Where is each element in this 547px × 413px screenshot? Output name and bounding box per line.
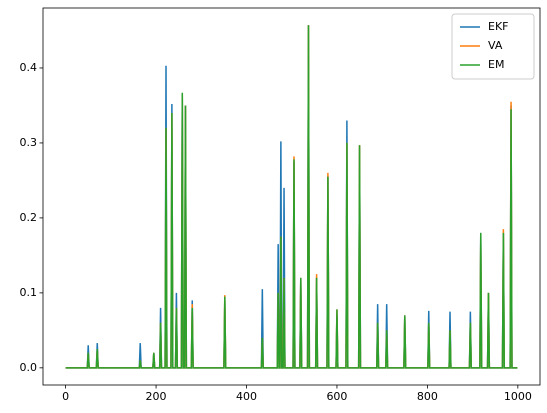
x-tick-label: 800	[417, 390, 438, 403]
series-line	[65, 25, 518, 369]
x-tick-label: 1000	[504, 390, 532, 403]
y-tick-label: 0.0	[20, 361, 38, 374]
y-tick-label: 0.3	[20, 136, 38, 149]
legend-label: EKF	[488, 20, 509, 33]
x-tick-label: 400	[236, 390, 257, 403]
x-tick-label: 0	[62, 390, 69, 403]
legend-label: VA	[488, 39, 503, 52]
y-tick-label: 0.2	[20, 211, 38, 224]
series-line	[65, 25, 518, 369]
legend-box	[451, 13, 535, 80]
legend-label: EM	[488, 58, 504, 71]
x-tick-label: 200	[146, 390, 167, 403]
y-tick-label: 0.1	[20, 286, 38, 299]
axes-frame	[42, 7, 541, 386]
y-tick-label: 0.4	[20, 61, 38, 74]
x-tick-label: 600	[326, 390, 347, 403]
